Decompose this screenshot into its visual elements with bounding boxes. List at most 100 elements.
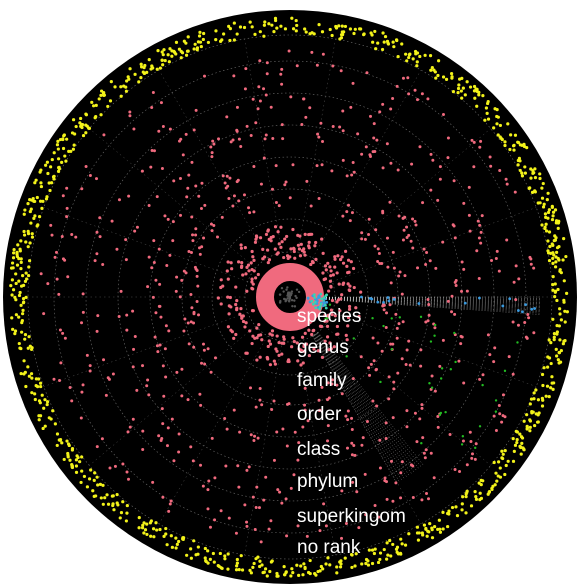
outer-ring-dot — [437, 59, 441, 63]
outer-ring-dot — [21, 301, 26, 305]
outer-ring-dot — [551, 261, 555, 265]
outer-ring-dot — [366, 563, 371, 567]
outer-ring-dot — [464, 495, 468, 499]
rank-label-genus: genus — [297, 337, 349, 358]
outer-ring-dot — [206, 549, 210, 553]
taxon-dot — [292, 249, 296, 254]
outer-ring-dot — [532, 391, 536, 395]
outer-ring-dot — [328, 563, 332, 567]
outer-ring-dot — [92, 478, 96, 483]
taxon-dot — [251, 255, 255, 259]
core-dot — [285, 299, 288, 302]
outer-ring-dot — [291, 571, 295, 575]
taxon-dot — [210, 151, 214, 155]
outer-ring-dot — [540, 196, 545, 200]
outer-ring-dot — [139, 65, 144, 69]
taxon-dot — [270, 407, 274, 411]
taxon-dot — [158, 343, 162, 347]
taxon-dot — [277, 242, 281, 246]
taxon-dot — [235, 308, 239, 312]
taxon-dot — [303, 408, 307, 412]
taxon-dot — [350, 211, 354, 215]
taxon-accent-dot — [352, 337, 355, 340]
outer-ring-dot — [73, 132, 77, 136]
taxon-dot — [229, 261, 233, 265]
core-dot — [297, 290, 301, 294]
outer-ring-dot — [24, 295, 28, 300]
taxon-dot — [410, 162, 414, 166]
taxon-dot — [407, 339, 411, 343]
taxon-dot — [74, 235, 78, 239]
outer-ring-dot — [9, 284, 13, 288]
taxon-dot — [368, 153, 372, 157]
outer-ring-dot — [228, 38, 232, 43]
taxon-dot — [341, 261, 346, 265]
taxon-dot — [477, 236, 481, 240]
outer-ring-dot — [389, 554, 393, 558]
outer-ring-dot — [497, 460, 501, 464]
taxon-dot — [298, 234, 302, 238]
outer-ring-dot — [55, 443, 59, 448]
outer-ring-dot — [206, 561, 210, 565]
outer-ring-dot — [260, 563, 264, 567]
outer-ring-dot — [70, 465, 75, 470]
taxon-dot — [486, 333, 490, 337]
outer-ring-dot — [112, 508, 116, 512]
taxon-dot — [152, 149, 156, 153]
taxon-dot — [168, 253, 172, 257]
outer-ring-dot — [87, 126, 92, 130]
taxon-dot — [224, 464, 228, 468]
taxon-dot — [182, 329, 186, 333]
outer-ring-dot — [49, 165, 53, 169]
taxon-dot — [427, 497, 431, 501]
taxon-dot — [378, 438, 382, 442]
taxon-dot — [328, 279, 332, 283]
taxon-dot — [245, 351, 249, 355]
outer-ring-dot — [45, 160, 49, 164]
outer-ring-dot — [155, 67, 159, 71]
outer-ring-dot — [41, 199, 45, 203]
taxon-dot — [61, 331, 65, 335]
outer-ring-dot — [55, 432, 60, 436]
taxon-dot — [351, 480, 355, 484]
taxon-dot — [367, 366, 371, 370]
taxon-dot — [253, 434, 257, 438]
outer-ring-dot — [52, 174, 56, 178]
outer-ring-dot — [21, 308, 25, 313]
outer-ring-dot — [106, 502, 111, 506]
taxon-dot — [406, 76, 410, 80]
taxon-dot — [195, 274, 199, 278]
taxon-dot — [252, 269, 256, 273]
taxon-dot — [170, 417, 174, 421]
outer-ring-dot — [13, 329, 18, 333]
taxon-dot — [331, 273, 335, 277]
core-dot — [288, 299, 291, 302]
taxon-dot — [59, 361, 63, 365]
outer-ring-dot — [99, 113, 103, 117]
taxon-dot — [469, 439, 473, 443]
taxon-dot — [288, 255, 292, 259]
taxon-dot — [115, 247, 119, 251]
taxon-dot — [385, 311, 389, 315]
taxon-dot — [219, 285, 223, 290]
outer-ring-dot — [45, 400, 50, 404]
taxon-dot — [488, 155, 492, 159]
taxon-dot — [250, 277, 254, 281]
outer-ring-dot — [167, 60, 171, 64]
wedge-line — [319, 297, 540, 300]
taxon-dot — [264, 475, 268, 479]
taxon-dot — [197, 313, 201, 317]
wedge-line — [317, 332, 422, 468]
taxon-dot — [268, 342, 273, 346]
outer-ring-dot — [563, 339, 567, 343]
core-accent-dot — [320, 297, 324, 301]
taxon-dot — [81, 292, 85, 296]
outer-ring-dot — [11, 327, 15, 331]
taxon-dot — [427, 302, 431, 306]
taxon-dot — [177, 432, 181, 436]
taxon-dot — [317, 196, 321, 200]
outer-ring-dot — [302, 562, 306, 566]
outer-ring-dot — [143, 528, 148, 532]
taxon-dot — [160, 166, 164, 170]
